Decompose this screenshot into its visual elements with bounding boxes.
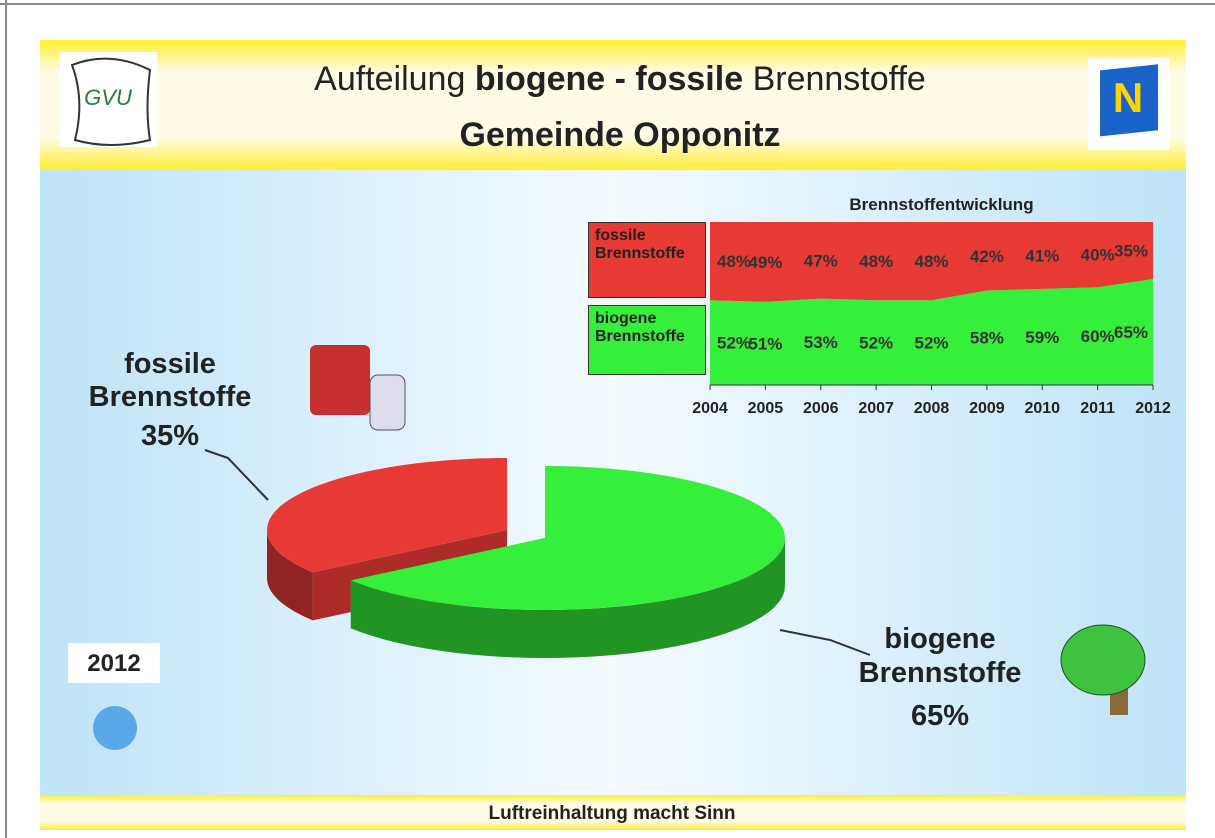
page: GVU N Aufteilung biogene - fossile Brenn…	[0, 0, 1215, 838]
x-tick-label: 2006	[803, 400, 839, 417]
data-label: 52%	[914, 334, 948, 353]
footer: Luftreinhaltung macht Sinn	[489, 803, 736, 824]
x-tick-label: 2008	[914, 400, 950, 417]
legend-entry: fossile Brennstoffe	[588, 222, 706, 298]
chart-title: Brennstoffentwicklung	[849, 195, 1033, 214]
slide: GVU N Aufteilung biogene - fossile Brenn…	[0, 0, 1215, 838]
data-label: 41%	[1025, 246, 1059, 265]
year-label: 2012	[87, 650, 140, 677]
title: Aufteilung biogene - fossile Brennstoffe	[314, 60, 926, 98]
pie-label: biogene Brennstoffe	[830, 622, 1050, 690]
data-label: 48%	[914, 252, 948, 271]
pie-value-label: 65%	[890, 700, 990, 733]
globe-icon	[93, 706, 137, 750]
x-tick-label: 2011	[1080, 400, 1115, 417]
title-part: biogene - fossile	[475, 60, 743, 98]
data-label: 51%	[748, 334, 782, 353]
data-label: 35%	[1114, 242, 1148, 261]
subtitle: Gemeinde Opponitz	[459, 116, 780, 154]
legend-entry: biogene Brennstoffe	[588, 305, 706, 375]
data-label: 58%	[970, 329, 1004, 348]
x-tick-label: 2012	[1135, 400, 1171, 417]
canister-icon	[310, 345, 370, 415]
pie-value-label: 35%	[120, 420, 220, 453]
data-label: 52%	[859, 334, 893, 353]
x-tick-label: 2005	[748, 400, 784, 417]
x-tick-label: 2010	[1024, 400, 1060, 417]
data-label: 42%	[970, 247, 1004, 266]
logo-letter: N	[1113, 74, 1143, 121]
data-label: 40%	[1081, 246, 1115, 265]
logo-text: GVU	[84, 85, 132, 110]
data-label: 48%	[859, 252, 893, 271]
title-part: Brennstoffe	[753, 60, 926, 98]
data-label: 59%	[1025, 328, 1059, 347]
x-tick-label: 2007	[858, 400, 894, 417]
data-label: 65%	[1114, 323, 1148, 342]
pie-label: fossile Brennstoffe	[70, 348, 270, 414]
data-label: 47%	[804, 251, 838, 270]
x-tick-label: 2004	[692, 400, 728, 417]
data-label: 49%	[748, 253, 782, 272]
x-tick-label: 2009	[969, 400, 1005, 417]
data-label: 53%	[804, 333, 838, 352]
data-label: 60%	[1081, 327, 1115, 346]
data-label: 52%	[717, 334, 751, 353]
data-label: 48%	[717, 252, 751, 271]
title-part: Aufteilung	[314, 60, 465, 98]
